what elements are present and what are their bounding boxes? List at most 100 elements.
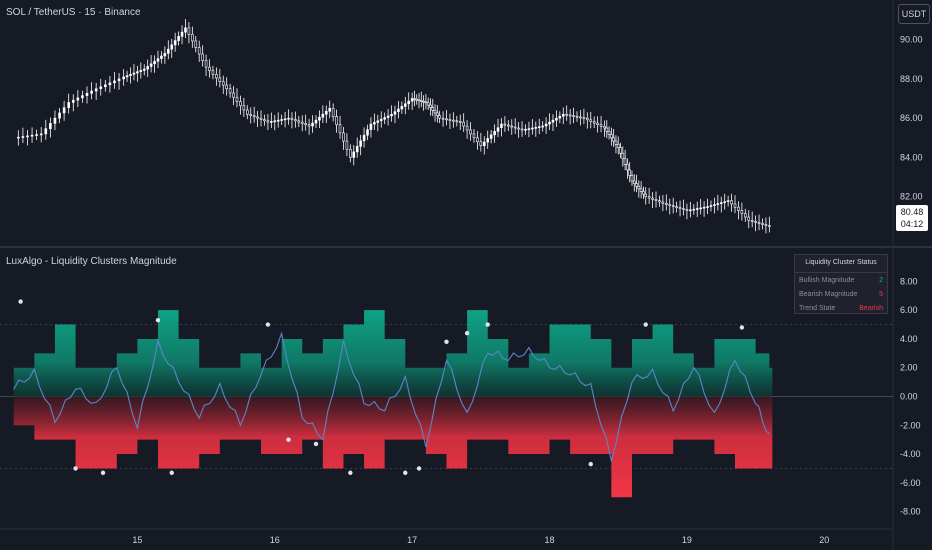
candle-body <box>420 100 423 102</box>
bar-countdown: 04:12 <box>900 219 924 229</box>
candle-body <box>366 129 369 136</box>
candle-body <box>548 121 551 125</box>
signal-dot <box>265 322 271 327</box>
candle-body <box>579 116 582 119</box>
candle-body <box>345 140 349 150</box>
price-tick-label: 84.00 <box>900 152 923 162</box>
candle-body <box>256 116 259 119</box>
candle-body <box>452 119 455 122</box>
candle-body <box>740 210 744 215</box>
candle-body <box>658 200 661 203</box>
candle-body <box>695 208 699 210</box>
candle-body <box>410 98 414 102</box>
candle-body <box>304 123 307 126</box>
candle-body <box>429 104 432 109</box>
candle-body <box>180 31 184 37</box>
candle-body <box>153 60 156 65</box>
candle-body <box>654 199 658 201</box>
candle-body <box>294 119 297 122</box>
candle-body <box>146 66 149 70</box>
candle-body <box>117 78 121 82</box>
candle-body <box>232 92 235 98</box>
candle-body <box>544 123 548 127</box>
candle-body <box>108 82 112 86</box>
signal-dot <box>464 330 470 336</box>
candle-body <box>397 108 400 112</box>
signal-dot <box>348 470 353 475</box>
candle-body <box>458 121 462 123</box>
candle-body <box>252 115 256 118</box>
candle-body <box>678 207 682 209</box>
candle-body <box>44 128 48 135</box>
candle-body <box>187 27 191 35</box>
status-value-trend: Bearish <box>859 304 883 312</box>
osc-tick-label: 8.00 <box>900 276 918 286</box>
candle-body <box>599 124 603 127</box>
candle-body <box>35 134 38 136</box>
candle-body <box>489 134 493 139</box>
symbol-title[interactable]: SOL / TetherUS · 15 · Binance <box>6 7 141 18</box>
signal-dot <box>155 318 161 323</box>
signal-dot <box>169 470 174 475</box>
candle-body <box>565 113 569 116</box>
candle-body <box>149 63 153 67</box>
candle-body <box>455 120 459 123</box>
candle-body <box>531 127 534 130</box>
candle-body <box>642 191 645 195</box>
candle-body <box>561 113 565 117</box>
liquidity-cluster-fills <box>13 310 773 498</box>
candle-body <box>104 84 107 88</box>
candle-body <box>628 169 631 176</box>
indicator-title[interactable]: LuxAlgo - Liquidity Clusters Magnitude <box>6 256 177 267</box>
candle-body <box>331 108 335 117</box>
candle-body <box>558 115 562 119</box>
candle-body <box>338 124 342 134</box>
candle-body <box>136 71 139 74</box>
candle-body <box>603 126 606 129</box>
candle-body <box>283 118 287 121</box>
signal-dot <box>739 325 745 330</box>
candle-body <box>266 120 270 123</box>
time-tick-label: 19 <box>682 535 692 545</box>
axes: 90.00 88.00 86.00 84.00 82.00 8.00 6.00 4.00 2.0… <box>132 35 922 545</box>
candle-body <box>527 128 531 130</box>
candle-body <box>297 120 301 123</box>
candle-body <box>575 115 579 118</box>
candle-body <box>245 109 249 115</box>
candle-body <box>626 164 629 171</box>
candle-body <box>699 207 702 210</box>
candle-body <box>235 96 239 102</box>
candle-body <box>726 200 730 202</box>
signal-dot <box>643 322 648 327</box>
candle-body <box>403 103 407 107</box>
candle-body <box>228 88 232 94</box>
signal-dot <box>313 441 319 447</box>
candle-body <box>177 36 180 41</box>
candle-body <box>239 101 242 107</box>
candle-body <box>719 202 723 204</box>
candle-body <box>324 111 328 115</box>
candle-body <box>142 68 146 71</box>
candle-body <box>242 105 246 111</box>
time-tick-label: 15 <box>132 535 142 545</box>
currency-button[interactable]: USDT <box>898 4 930 24</box>
candle-body <box>639 188 643 192</box>
candle-body <box>184 27 187 33</box>
candle-body <box>619 147 622 154</box>
signal-dot <box>100 470 106 475</box>
candle-body <box>733 203 737 208</box>
candle-body <box>99 86 103 90</box>
candle-body <box>747 216 751 221</box>
candle-body <box>610 134 613 139</box>
candle-body <box>393 111 397 115</box>
candle-body <box>465 125 469 131</box>
status-label: Bullish Magnitude <box>799 276 855 284</box>
candle-body <box>170 44 174 50</box>
bearish-cluster-area <box>13 396 773 498</box>
candle-body <box>383 117 386 120</box>
candle-body <box>614 140 618 145</box>
time-tick-label: 16 <box>270 535 280 545</box>
candle-body <box>621 152 625 160</box>
candle-body <box>520 128 524 131</box>
